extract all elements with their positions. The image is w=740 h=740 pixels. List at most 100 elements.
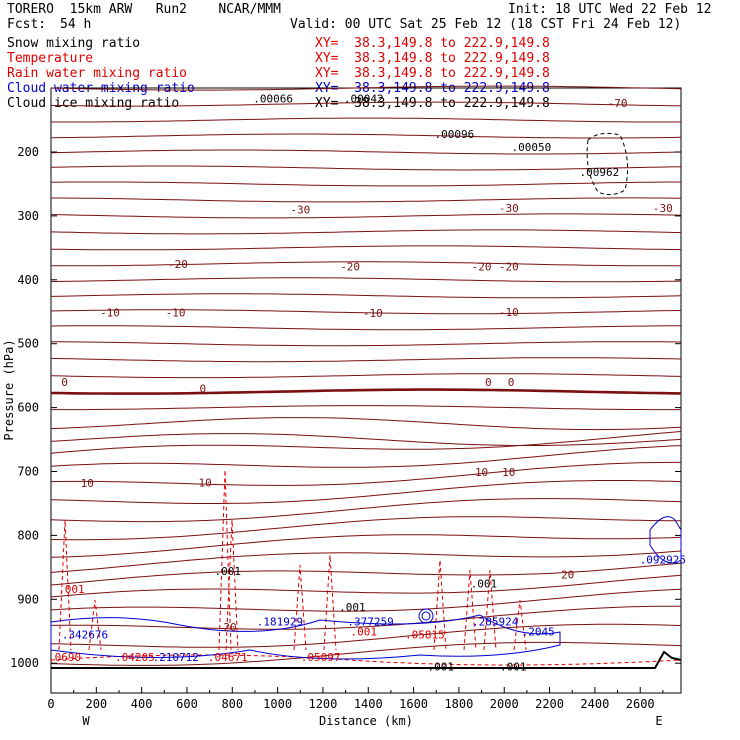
temperature-label: 0 xyxy=(508,376,515,389)
temperature-contour xyxy=(50,101,682,107)
temperature-contour xyxy=(50,431,682,454)
temperature-contour xyxy=(50,534,682,558)
temperature-contour xyxy=(50,480,682,504)
temperature-contours xyxy=(50,85,682,669)
x-tick-label: 200 xyxy=(85,697,107,711)
snow-label: .001 xyxy=(215,565,242,578)
temperature-label: -10 xyxy=(166,306,186,319)
temperature-label: -10 xyxy=(363,307,383,320)
temperature-label: 20 xyxy=(223,621,236,634)
y-tick-label: 700 xyxy=(17,465,39,479)
temperature-contour xyxy=(51,405,681,411)
snow-label: .00962 xyxy=(580,166,620,179)
rain-contour xyxy=(433,559,447,651)
terrain-line xyxy=(51,650,682,669)
x-tick-label: 2200 xyxy=(535,697,564,711)
x-east-label: E xyxy=(655,714,662,728)
temperature-label: -10 xyxy=(100,306,120,319)
contour-labels: -70 -30 -30 -30 -20 -20 -20 -20 -10 -10 -10 -10 0 0 0 0… xyxy=(48,92,686,673)
temperature-contour-zero xyxy=(50,388,682,395)
temperature-contour xyxy=(50,461,681,486)
temperature-contour xyxy=(50,245,682,251)
cloud-water-label: .285924 xyxy=(472,616,519,629)
temperature-contour xyxy=(50,165,682,171)
y-tick-label: 800 xyxy=(17,528,39,542)
temperature-contour xyxy=(50,373,682,379)
x-tick-label: 2400 xyxy=(580,697,609,711)
x-axis-label: Distance (km) xyxy=(319,714,413,728)
temperature-label: -30 xyxy=(290,204,310,217)
temperature-contour xyxy=(50,181,681,187)
temperature-label: -70 xyxy=(608,97,628,110)
snow-label: .001 xyxy=(500,660,527,673)
temperature-contour xyxy=(50,433,682,446)
temperature-contour xyxy=(51,261,681,267)
temperature-label: 0 xyxy=(200,382,207,395)
fcst-value: 54 h xyxy=(60,17,92,32)
snow-contour xyxy=(586,132,629,196)
snow-label: .00050 xyxy=(512,141,552,154)
snow-label: .001 xyxy=(471,577,498,590)
rain-label: .001 xyxy=(350,625,377,638)
temperature-contour xyxy=(50,309,682,315)
temperature-contour xyxy=(50,498,682,523)
temperature-label: 10 xyxy=(502,466,515,479)
x-tick-label: 1600 xyxy=(399,697,428,711)
temperature-contour xyxy=(50,641,682,666)
cloud-water-label: .181929 xyxy=(257,616,303,629)
field-xy-snow: XY= 38.3,149.8 to 222.9,149.8 xyxy=(315,36,550,51)
x-west-label: W xyxy=(82,714,90,728)
init-time: Init: 18 UTC Wed 22 Feb 12 xyxy=(508,2,712,17)
temperature-contour xyxy=(50,357,682,363)
rain-contour xyxy=(323,554,337,651)
y-tick-label: 500 xyxy=(17,337,39,351)
rain-contour xyxy=(225,519,239,651)
cloud-water-label: .210712 xyxy=(152,651,198,664)
temperature-label: -20 xyxy=(340,260,360,273)
temperature-contour xyxy=(50,149,682,155)
temperature-contour xyxy=(50,516,681,541)
rain-label: .04671 xyxy=(208,651,248,664)
x-tick-label: 0 xyxy=(47,697,54,711)
cloud-water-label: .2045 xyxy=(522,625,555,638)
field-name-cloud-ice: Cloud ice mixing ratio xyxy=(7,96,180,111)
field-xy-cloud-ice: XY= 38.3,149.8 to 222.9,149.8 xyxy=(315,96,550,111)
field-xy-temperature: XY= 38.3,149.8 to 222.9,149.8 xyxy=(315,51,550,66)
temperature-label: 10 xyxy=(475,466,488,479)
x-tick-label: 1200 xyxy=(308,697,337,711)
field-name-snow: Snow mixing ratio xyxy=(7,36,141,51)
rain-contour xyxy=(483,569,497,651)
axes: 0 200 400 600 800 1000 1200 1400 1600 1800 2000 220… xyxy=(10,145,681,711)
temperature-contour xyxy=(50,417,682,431)
rain-contour xyxy=(463,569,477,651)
cloud-water-contour-east xyxy=(649,516,682,564)
temperature-contour xyxy=(50,562,682,586)
temperature-contour xyxy=(50,550,682,573)
cloud-water-cell xyxy=(421,611,431,621)
rain-label: .0690 xyxy=(48,651,81,664)
temperature-contour xyxy=(51,117,681,123)
temperature-label: 10 xyxy=(81,477,94,490)
cloud-water-label: .342676 xyxy=(62,628,108,641)
field-name-rain: Rain water mixing ratio xyxy=(7,66,188,81)
x-tick-label: 600 xyxy=(176,697,198,711)
rain-contour xyxy=(88,599,102,651)
temperature-contour xyxy=(50,605,681,630)
temperature-contour xyxy=(51,197,682,203)
temperature-label: 0 xyxy=(61,376,68,389)
temperature-contour xyxy=(50,277,682,283)
temperature-contour xyxy=(50,341,682,347)
snow-label: .001 xyxy=(428,660,455,673)
y-tick-label: 1000 xyxy=(10,656,39,670)
temperature-label: -30 xyxy=(499,202,519,215)
x-tick-label: 1800 xyxy=(444,697,473,711)
fcst-label: Fcst: xyxy=(7,17,47,32)
temperature-label: -20 xyxy=(499,260,519,273)
model-title: TORERO 15km ARW Run2 NCAR/MMM xyxy=(7,2,281,17)
snow-label: .00042 xyxy=(344,92,384,105)
temperature-label: 0 xyxy=(485,376,492,389)
temperature-label: -20 xyxy=(168,258,188,271)
x-tick-label: 800 xyxy=(221,697,243,711)
temperature-contour xyxy=(50,133,682,139)
temperature-label: -10 xyxy=(499,306,519,319)
